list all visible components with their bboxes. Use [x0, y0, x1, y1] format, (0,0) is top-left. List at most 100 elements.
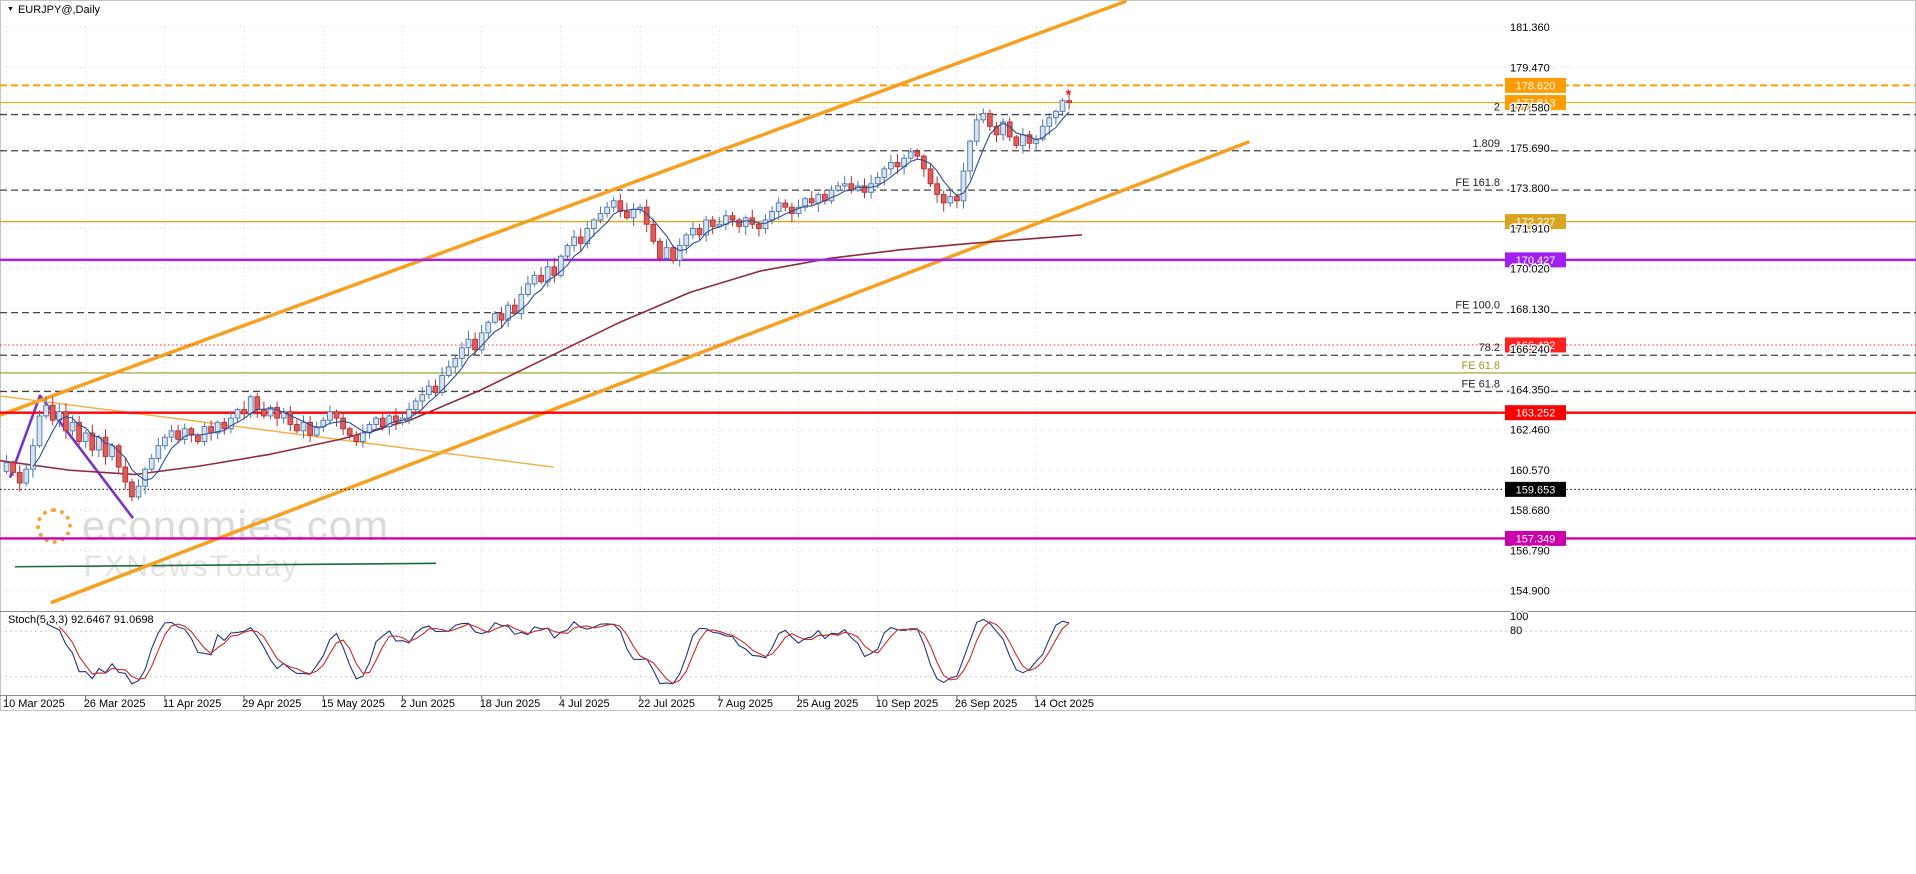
x-axis-date-label: 7 Aug 2025 — [717, 698, 773, 710]
candle-body — [835, 185, 841, 191]
candle-body — [221, 421, 228, 430]
fib-line-label: 2 — [1494, 102, 1500, 114]
trend-line[interactable] — [0, 0, 1127, 418]
price-badge-label: 177.813 — [1516, 98, 1556, 110]
candle-body — [795, 206, 802, 215]
candle-body — [617, 200, 624, 212]
price-badge — [1505, 95, 1566, 111]
candle-body — [624, 211, 630, 219]
candle-body — [43, 404, 49, 417]
price-badge — [1505, 337, 1566, 353]
candle-body — [663, 247, 670, 259]
candle-body — [135, 485, 142, 498]
zigzag-line[interactable] — [8, 394, 135, 519]
fib-line-label: FE 61.8 — [1461, 378, 1500, 390]
candle-body — [973, 119, 980, 142]
candle-body — [610, 200, 617, 208]
candle-body — [551, 266, 558, 276]
candle-body — [76, 421, 82, 442]
candle-body — [432, 385, 439, 393]
price-badge-label: 157.349 — [1516, 533, 1556, 545]
candle-body — [577, 236, 584, 244]
grid-layer: 10 Mar 2025 26 Mar 2025 11 Apr 2025 29 Apr … — [0, 26, 1916, 710]
candle-body — [208, 426, 214, 434]
candle-body — [558, 255, 564, 276]
fib-line-label: 78.2 — [1479, 342, 1500, 354]
price-axis-label: 162.460 — [1510, 425, 1550, 437]
candle-body — [591, 219, 597, 229]
candle-body — [841, 183, 848, 187]
candle-body — [175, 430, 181, 440]
trend-line[interactable] — [0, 395, 554, 468]
candle-body — [874, 176, 881, 185]
price-axis-label: 170.020 — [1510, 264, 1550, 276]
candle-body — [498, 313, 505, 321]
price-axis-label: 168.130 — [1510, 304, 1550, 316]
price-badge — [1505, 252, 1566, 268]
price-axis-label: 158.680 — [1510, 505, 1550, 517]
candle-body — [492, 313, 498, 323]
candle-body — [861, 185, 868, 193]
candle-body — [782, 202, 789, 208]
candle-body — [69, 421, 76, 432]
candle-body — [452, 357, 459, 368]
candle-body — [82, 432, 89, 442]
price-axis-label: 160.570 — [1510, 465, 1550, 477]
stoch-indicator-label: Stoch(5,3,3) 92.6467 91.0698 — [8, 614, 154, 626]
chart-title: ▼ EURJPY@,Daily — [7, 4, 100, 16]
candle-body — [307, 421, 313, 436]
price-axis-label: 175.690 — [1510, 143, 1550, 155]
price-axis-label: 171.910 — [1510, 223, 1550, 235]
candle-body — [162, 436, 168, 447]
x-axis-date-label: 15 May 2025 — [321, 698, 385, 710]
x-axis-date-label: 4 Jul 2025 — [559, 698, 610, 710]
candle-body — [525, 283, 531, 295]
candle-body — [155, 445, 162, 459]
price-badge — [1505, 77, 1566, 93]
stoch-d-line — [58, 621, 1070, 685]
candle-body — [1013, 136, 1020, 146]
candle-body — [393, 415, 399, 423]
green-trend-segment[interactable] — [14, 562, 437, 568]
candle-body — [102, 436, 109, 457]
x-axis-date-label: 11 Apr 2025 — [163, 698, 222, 710]
candle-body — [234, 409, 241, 419]
x-axis-date-label: 26 Mar 2025 — [84, 698, 146, 710]
candle-body — [412, 400, 419, 410]
candle-body — [340, 417, 346, 430]
x-axis-date-label: 2 Jun 2025 — [401, 698, 455, 710]
candle-body — [274, 406, 280, 419]
trend-line[interactable] — [50, 140, 1250, 605]
candle-body — [214, 421, 221, 434]
x-axis-date-label: 14 Oct 2025 — [1034, 698, 1094, 710]
price-badge — [1505, 405, 1566, 421]
price-badge-label: 166.432 — [1516, 340, 1556, 352]
candle-body — [742, 217, 749, 227]
fib-line-label: 1.809 — [1472, 138, 1500, 150]
x-axis-date-label: 10 Sep 2025 — [876, 698, 938, 710]
short-ma-line — [32, 111, 1070, 481]
candle-body — [1000, 121, 1006, 136]
candle-body — [683, 234, 690, 246]
candle-body — [36, 415, 43, 447]
candle-body — [954, 196, 960, 202]
candle-body — [1020, 134, 1026, 146]
candle-body — [769, 211, 775, 221]
candle-body — [459, 347, 465, 359]
stoch-axis-label: 80 — [1510, 625, 1522, 637]
candle-body — [914, 151, 921, 157]
x-axis-date-label: 22 Jul 2025 — [638, 698, 695, 710]
candle-body — [690, 228, 696, 236]
candle-body — [122, 466, 129, 483]
price-badge-label: 172.227 — [1516, 217, 1556, 229]
price-axis-label: 156.790 — [1510, 545, 1550, 557]
candle-body — [115, 445, 122, 468]
candle-body — [907, 151, 914, 159]
candle-body — [815, 193, 822, 204]
candle-body — [3, 462, 10, 472]
candle-body — [360, 432, 366, 442]
candle-body — [604, 206, 610, 215]
collapse-triangle-icon[interactable]: ▼ — [7, 6, 14, 13]
